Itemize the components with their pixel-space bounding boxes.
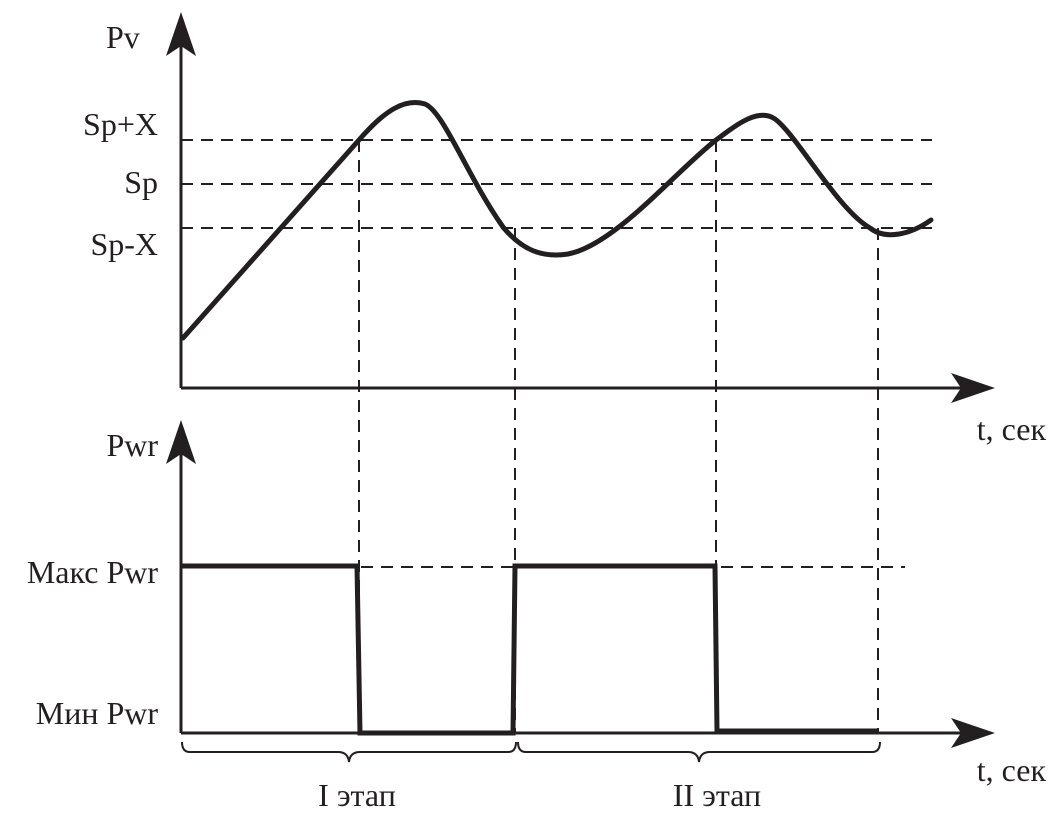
bottom-x-arrow-icon xyxy=(951,718,995,748)
sp-plus-x-label: Sp+X xyxy=(83,106,158,142)
pv-curve xyxy=(180,100,934,341)
pv-axis-label: Pv xyxy=(106,19,140,55)
stage-braces xyxy=(181,741,881,763)
stage-2-label: II этап xyxy=(673,777,761,813)
axis-arrowheads xyxy=(166,12,995,748)
pwr-signal xyxy=(181,563,879,736)
top-x-axis-label: t, сек xyxy=(977,411,1047,447)
stage-1-label: I этап xyxy=(318,777,396,813)
stage-2-brace xyxy=(517,741,881,763)
bottom-y-arrow-icon xyxy=(166,420,196,464)
axes xyxy=(179,42,975,735)
min-pwr-label: Мин Pwr xyxy=(36,695,159,731)
top-x-arrow-icon xyxy=(951,373,995,403)
pwr-axis-label: Pwr xyxy=(106,427,158,463)
stage-1-brace xyxy=(181,741,517,763)
top-y-arrow-icon xyxy=(166,12,196,56)
bottom-x-axis-label: t, сек xyxy=(977,752,1047,788)
sp-minus-x-label: Sp-X xyxy=(90,226,158,262)
dashed-guide-lines xyxy=(181,139,932,733)
max-pwr-label: Макс Pwr xyxy=(27,554,159,590)
sp-label: Sp xyxy=(124,164,158,200)
labels: Pv Sp+X Sp Sp-X t, сек Pwr Макс Pwr Мин … xyxy=(27,19,1047,813)
